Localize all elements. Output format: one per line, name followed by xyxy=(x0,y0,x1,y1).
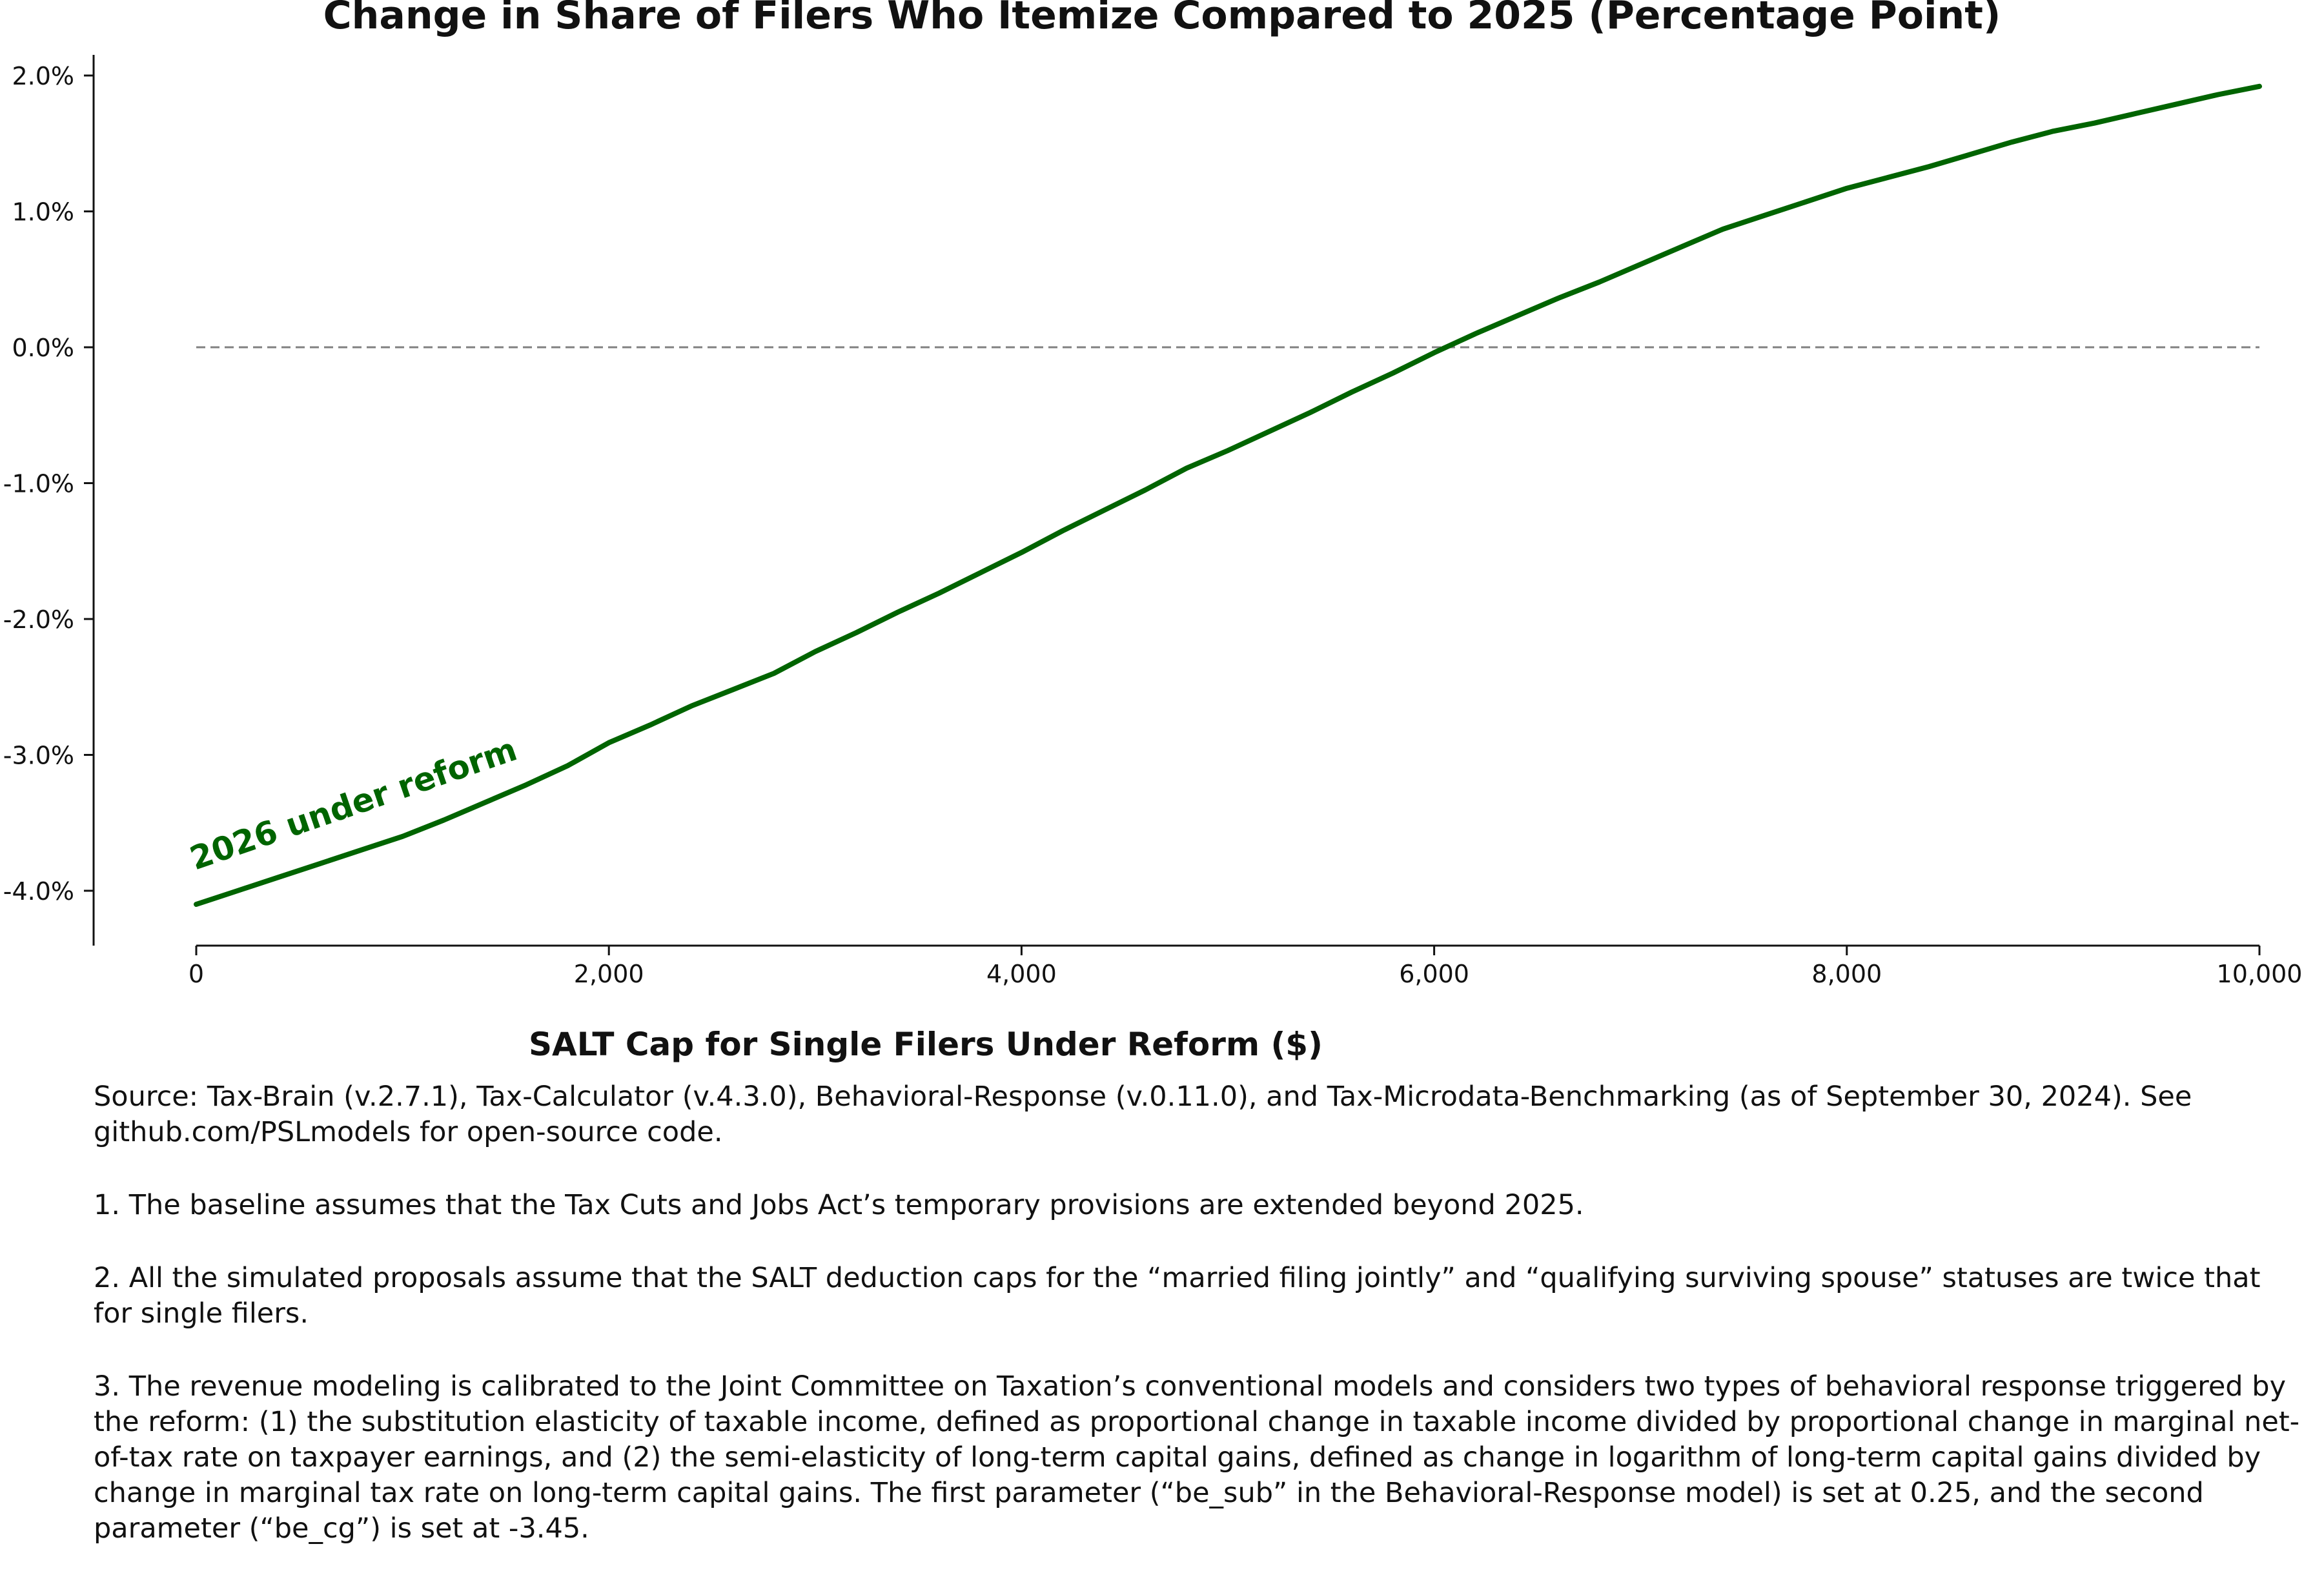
series-point xyxy=(1060,528,1065,533)
series-point xyxy=(1184,465,1189,471)
series-point xyxy=(1803,199,1808,205)
x-axis-label: SALT Cap for Single Filers Under Reform … xyxy=(529,1026,1323,1063)
series-point xyxy=(606,740,611,746)
series-point xyxy=(2216,92,2221,97)
series-label: 2026 under reform xyxy=(185,731,522,878)
x-tick-label: 4,000 xyxy=(986,960,1057,988)
series-line-2026-under-reform xyxy=(194,83,2262,907)
series-point xyxy=(1968,152,1973,157)
series-point xyxy=(771,671,777,676)
series-point xyxy=(2009,139,2014,145)
series-point xyxy=(647,722,653,727)
series-point xyxy=(1308,410,1313,415)
series-point xyxy=(1886,175,1891,180)
x-tick-label: 0 xyxy=(189,960,204,988)
series-point xyxy=(1391,371,1396,376)
series-point xyxy=(1349,389,1354,394)
series-point xyxy=(318,861,323,866)
series-point xyxy=(194,902,199,907)
note-2: 2. All the simulated proposals assume th… xyxy=(94,1262,2261,1330)
series-point xyxy=(1555,296,1560,301)
series-point xyxy=(235,888,240,893)
series-point xyxy=(524,782,529,787)
series-point xyxy=(2257,84,2262,89)
series-point xyxy=(1596,279,1602,285)
series-point xyxy=(1225,448,1230,453)
series-point xyxy=(276,875,281,880)
note-1: 1. The baseline assumes that the Tax Cut… xyxy=(94,1189,1584,1222)
series-point xyxy=(1143,487,1148,492)
series-point xyxy=(1720,227,1726,232)
x-tick-label: 10,000 xyxy=(2217,960,2303,988)
series-point xyxy=(1762,213,1767,218)
y-tick-label: -4.0% xyxy=(3,877,74,906)
series-point xyxy=(2174,101,2179,107)
series-point xyxy=(2050,128,2055,134)
series-point xyxy=(977,570,983,575)
series-points xyxy=(194,84,2262,907)
y-axis-ticks: 2.0% 1.0% 0.0% -1.0% -2.0% -3.0% -4.0% xyxy=(3,62,94,906)
y-tick-label: -3.0% xyxy=(3,742,74,770)
series-point xyxy=(565,763,570,768)
chart-title: Change in Share of Filers Who Itemize Co… xyxy=(323,0,2001,38)
series-point xyxy=(400,834,405,839)
series-point xyxy=(359,848,364,853)
y-tick-label: 0.0% xyxy=(12,334,74,362)
series-point xyxy=(895,609,901,614)
series-point xyxy=(442,818,447,823)
series-point xyxy=(1514,314,1519,319)
series-point xyxy=(1679,244,1684,249)
y-tick-label: -1.0% xyxy=(3,470,74,498)
series-point xyxy=(1019,550,1024,555)
series-point xyxy=(1432,350,1437,355)
series-point xyxy=(1267,429,1272,434)
series-point xyxy=(2092,121,2097,126)
source-note: Source: Tax-Brain (v.2.7.1), Tax-Calcula… xyxy=(94,1081,2192,1149)
series-point xyxy=(730,687,735,692)
series-point xyxy=(1927,164,1932,169)
y-tick-label: 1.0% xyxy=(12,198,74,227)
y-tick-label: -2.0% xyxy=(3,605,74,634)
series-point xyxy=(1844,186,1850,191)
series-point xyxy=(937,591,942,596)
x-tick-label: 8,000 xyxy=(1811,960,1882,988)
series-point xyxy=(1101,508,1106,513)
x-axis-ticks: 0 2,000 4,000 6,000 8,000 10,000 xyxy=(189,946,2303,988)
series-point xyxy=(854,630,859,635)
series-point xyxy=(1638,262,1643,267)
footnotes: Source: Tax-Brain (v.2.7.1), Tax-Calcula… xyxy=(94,1079,2301,1584)
series-point xyxy=(482,800,487,805)
y-tick-label: 2.0% xyxy=(12,62,74,90)
series-point xyxy=(1473,331,1478,336)
note-3: 3. The revenue modeling is calibrated to… xyxy=(94,1370,2300,1545)
line-chart: Change in Share of Filers Who Itemize Co… xyxy=(3,0,2303,1063)
series-point xyxy=(689,704,694,709)
series-point xyxy=(813,649,818,655)
series-point xyxy=(2133,111,2138,116)
x-tick-label: 2,000 xyxy=(574,960,644,988)
x-tick-label: 6,000 xyxy=(1399,960,1469,988)
